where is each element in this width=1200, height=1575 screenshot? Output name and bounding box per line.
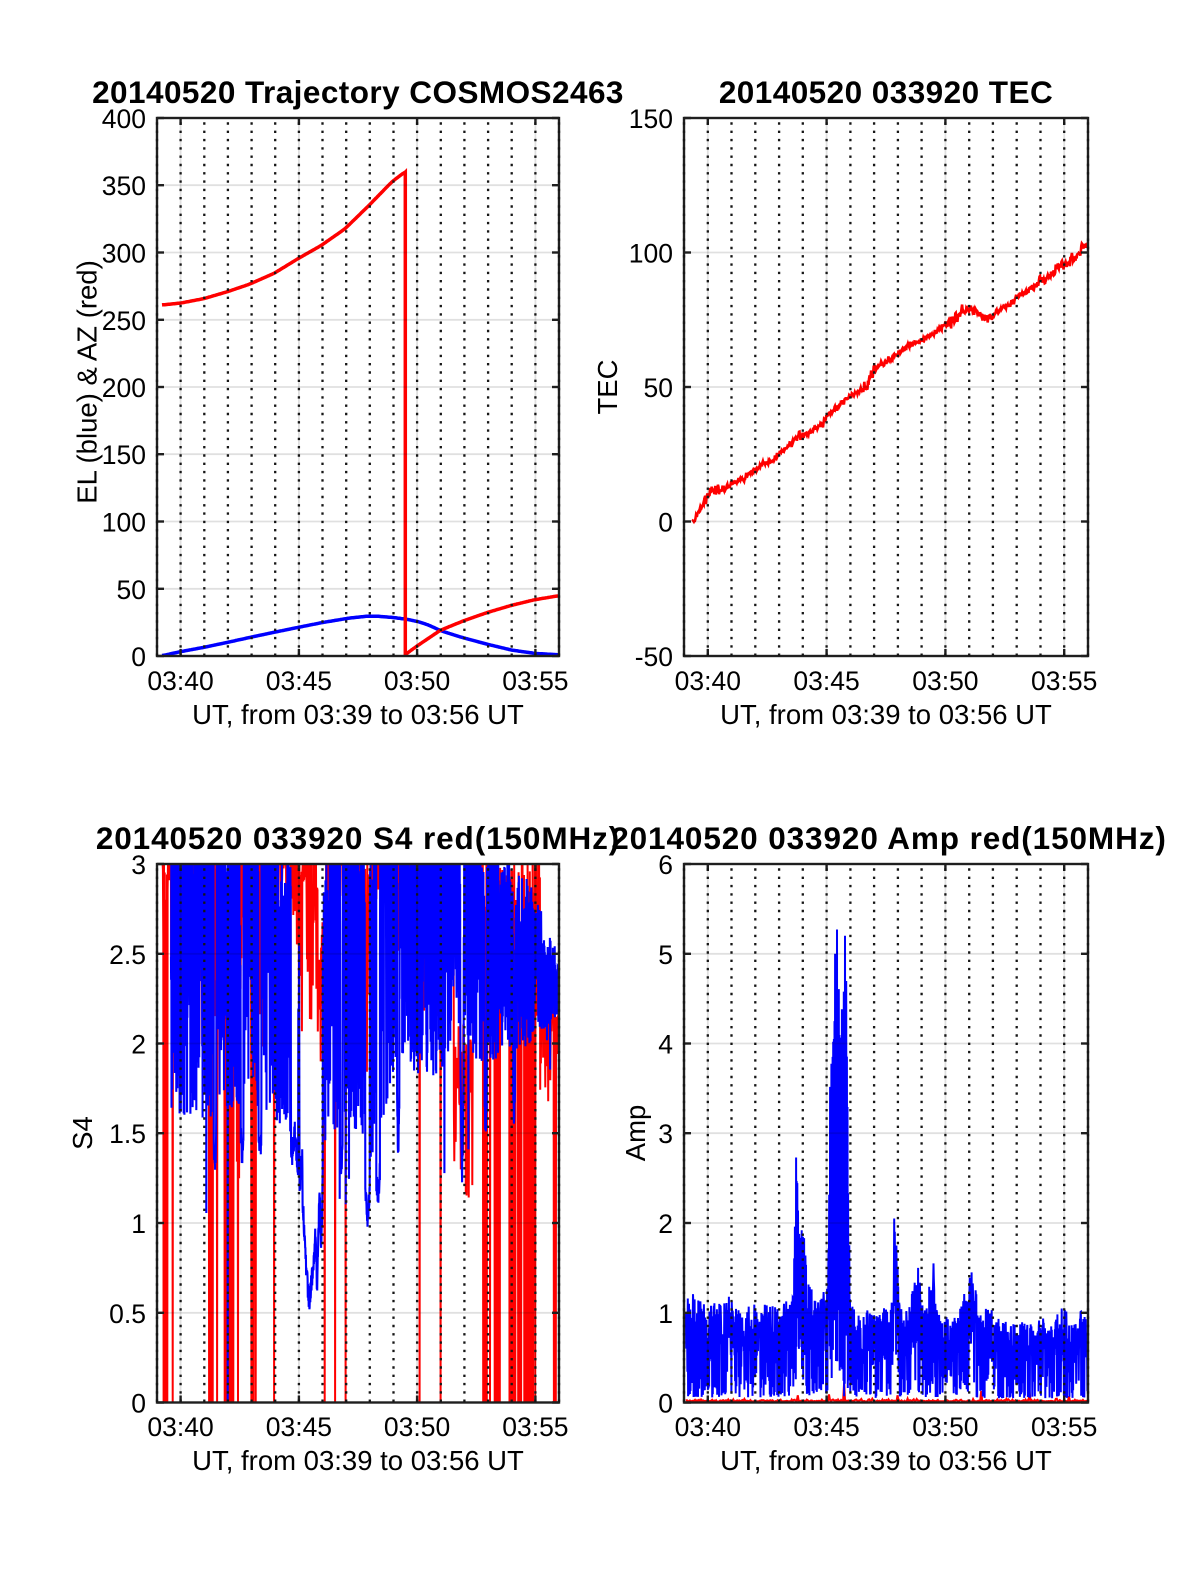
svg-text:6: 6 bbox=[658, 850, 673, 880]
svg-text:20140520 033920 TEC: 20140520 033920 TEC bbox=[719, 74, 1053, 110]
svg-text:03:50: 03:50 bbox=[384, 666, 450, 696]
svg-text:200: 200 bbox=[102, 373, 146, 403]
svg-text:1: 1 bbox=[131, 1209, 146, 1239]
svg-text:300: 300 bbox=[102, 239, 146, 269]
svg-text:UT, from 03:39 to 03:56 UT: UT, from 03:39 to 03:56 UT bbox=[192, 699, 524, 730]
svg-text:3: 3 bbox=[658, 1119, 673, 1149]
svg-text:EL (blue) & AZ (red): EL (blue) & AZ (red) bbox=[72, 260, 103, 504]
svg-text:100: 100 bbox=[102, 508, 146, 538]
svg-text:150: 150 bbox=[102, 440, 146, 470]
svg-text:Amp: Amp bbox=[620, 1105, 651, 1162]
svg-text:1.5: 1.5 bbox=[109, 1119, 146, 1149]
svg-text:0: 0 bbox=[658, 1389, 673, 1419]
svg-text:03:45: 03:45 bbox=[793, 666, 859, 696]
svg-text:150: 150 bbox=[629, 104, 673, 134]
svg-text:0: 0 bbox=[658, 508, 673, 538]
svg-text:2: 2 bbox=[131, 1030, 146, 1060]
svg-text:3: 3 bbox=[131, 850, 146, 880]
svg-text:TEC: TEC bbox=[592, 360, 623, 415]
svg-text:03:45: 03:45 bbox=[266, 666, 332, 696]
svg-text:-50: -50 bbox=[635, 642, 673, 672]
svg-text:UT, from 03:39 to 03:56 UT: UT, from 03:39 to 03:56 UT bbox=[720, 1445, 1052, 1476]
svg-text:UT, from 03:39 to 03:56 UT: UT, from 03:39 to 03:56 UT bbox=[720, 699, 1052, 730]
svg-text:03:40: 03:40 bbox=[147, 666, 213, 696]
svg-text:2: 2 bbox=[658, 1209, 673, 1239]
svg-text:03:45: 03:45 bbox=[793, 1412, 859, 1442]
svg-text:03:55: 03:55 bbox=[502, 1412, 568, 1442]
svg-text:4: 4 bbox=[658, 1030, 673, 1060]
svg-text:250: 250 bbox=[102, 306, 146, 336]
svg-text:UT, from 03:39 to 03:56 UT: UT, from 03:39 to 03:56 UT bbox=[192, 1445, 524, 1476]
svg-text:0: 0 bbox=[131, 642, 146, 672]
svg-text:S4: S4 bbox=[67, 1116, 98, 1150]
svg-text:50: 50 bbox=[117, 575, 146, 605]
svg-text:350: 350 bbox=[102, 171, 146, 201]
svg-text:0: 0 bbox=[131, 1389, 146, 1419]
svg-text:03:50: 03:50 bbox=[384, 1412, 450, 1442]
svg-text:1: 1 bbox=[658, 1299, 673, 1329]
svg-text:0.5: 0.5 bbox=[109, 1299, 146, 1329]
svg-text:03:40: 03:40 bbox=[675, 1412, 741, 1442]
svg-text:03:50: 03:50 bbox=[912, 1412, 978, 1442]
svg-text:20140520 033920 Amp red(150MHz: 20140520 033920 Amp red(150MHz) bbox=[611, 820, 1167, 856]
svg-text:03:55: 03:55 bbox=[1031, 1412, 1097, 1442]
svg-text:20140520 033920 S4 red(150MHz): 20140520 033920 S4 red(150MHz) bbox=[96, 820, 620, 856]
svg-text:03:40: 03:40 bbox=[675, 666, 741, 696]
svg-text:03:40: 03:40 bbox=[147, 1412, 213, 1442]
svg-text:20140520 Trajectory COSMOS2463: 20140520 Trajectory COSMOS2463 bbox=[92, 74, 624, 110]
svg-text:03:55: 03:55 bbox=[1031, 666, 1097, 696]
svg-text:5: 5 bbox=[658, 940, 673, 970]
svg-text:2.5: 2.5 bbox=[109, 940, 146, 970]
svg-text:03:55: 03:55 bbox=[502, 666, 568, 696]
svg-text:400: 400 bbox=[102, 104, 146, 134]
svg-text:100: 100 bbox=[629, 239, 673, 269]
svg-text:03:50: 03:50 bbox=[912, 666, 978, 696]
svg-text:03:45: 03:45 bbox=[266, 1412, 332, 1442]
svg-text:50: 50 bbox=[644, 373, 673, 403]
